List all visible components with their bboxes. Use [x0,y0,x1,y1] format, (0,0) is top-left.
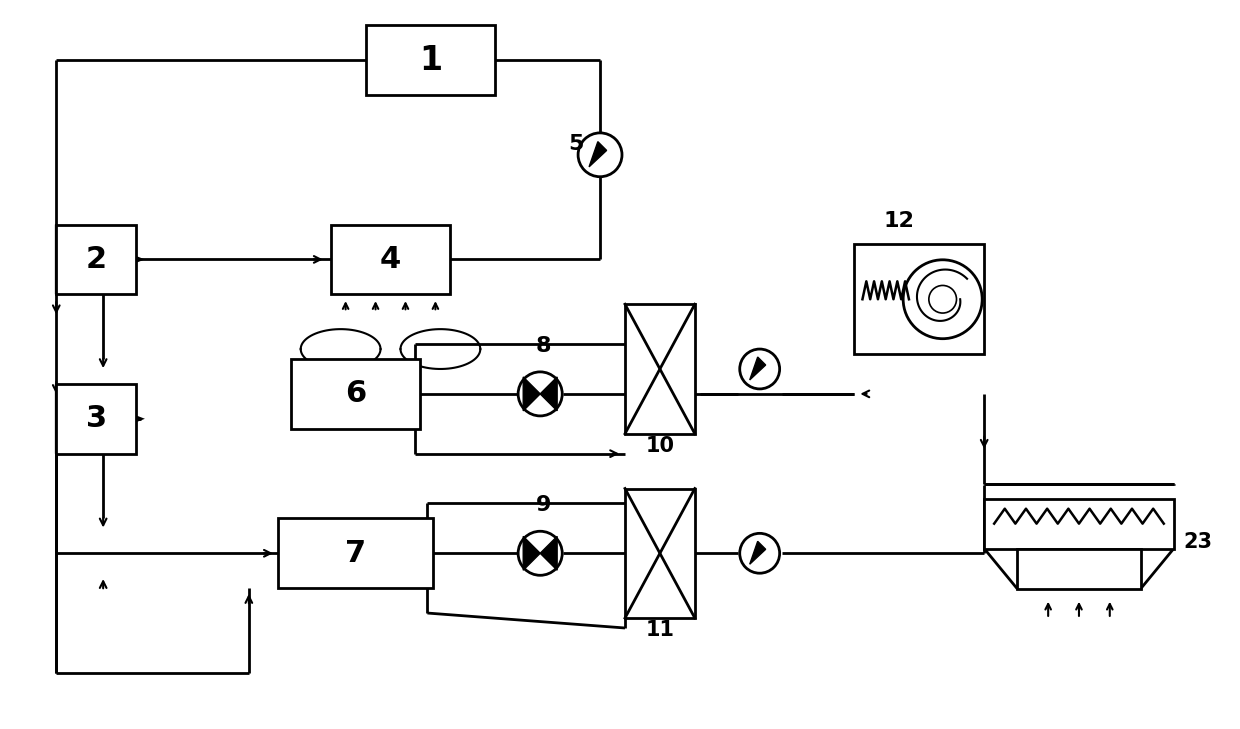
Polygon shape [541,537,557,570]
FancyBboxPatch shape [985,499,1174,548]
FancyBboxPatch shape [56,225,136,295]
Polygon shape [523,377,541,411]
Text: 6: 6 [345,379,366,408]
Polygon shape [750,357,765,380]
FancyBboxPatch shape [854,244,985,354]
Text: 5: 5 [568,134,584,154]
Text: 11: 11 [645,620,675,640]
Text: 2: 2 [86,245,107,274]
FancyBboxPatch shape [1017,548,1141,589]
Circle shape [740,534,780,573]
Text: 7: 7 [345,539,366,568]
Text: 10: 10 [645,436,675,456]
Text: 3: 3 [86,405,107,433]
FancyBboxPatch shape [290,359,420,429]
FancyBboxPatch shape [331,225,450,295]
Polygon shape [523,537,541,570]
FancyBboxPatch shape [56,384,136,453]
Polygon shape [589,141,606,167]
FancyBboxPatch shape [625,304,694,434]
Text: 12: 12 [884,211,915,230]
FancyBboxPatch shape [625,488,694,618]
FancyBboxPatch shape [278,518,433,588]
Polygon shape [750,542,765,564]
Text: 4: 4 [379,245,402,274]
Text: 23: 23 [1184,532,1213,553]
Circle shape [578,133,622,176]
Circle shape [740,349,780,389]
Text: 8: 8 [536,336,551,356]
Text: 1: 1 [419,44,441,77]
Polygon shape [541,377,557,411]
Text: 9: 9 [536,496,551,515]
FancyBboxPatch shape [366,26,495,95]
